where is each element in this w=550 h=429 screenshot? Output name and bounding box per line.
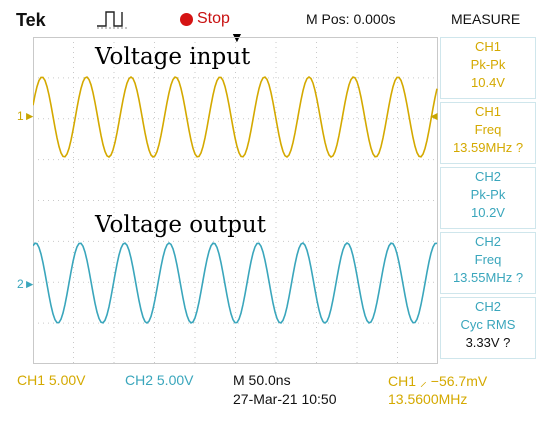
trigger-edge-icon xyxy=(97,11,129,29)
acquisition-status[interactable]: Stop xyxy=(180,10,230,28)
bottom-status-bar: CH1 5.00V CH2 5.00V M 50.0ns 27-Mar-21 1… xyxy=(0,366,550,429)
trigger-frequency: 13.5600MHz xyxy=(388,391,468,407)
meas-channel: CH2 xyxy=(474,169,501,184)
measurement-panel: CH1 Pk-Pk 10.4V CH1 Freq 13.59MHz ? CH2 … xyxy=(438,37,536,364)
measurement-ch1-freq[interactable]: CH1 Freq 13.59MHz ? xyxy=(440,102,536,164)
horizontal-position: M Pos: 0.000s xyxy=(306,11,396,27)
meas-value: 13.59MHz ? xyxy=(452,140,524,155)
meas-channel: CH1 xyxy=(474,39,501,54)
ch2-ground-marker[interactable]: 2► xyxy=(17,277,36,291)
meas-value: 10.4V xyxy=(471,75,505,90)
measurement-ch2-freq[interactable]: CH2 Freq 13.55MHz ? xyxy=(440,232,536,294)
ch2-waveform xyxy=(33,241,438,325)
meas-channel: CH2 xyxy=(474,299,501,314)
meas-type: Freq xyxy=(474,252,502,267)
stop-indicator-icon xyxy=(180,12,193,26)
ch1-ground-marker[interactable]: 1► xyxy=(17,109,36,123)
status-label: Stop xyxy=(197,10,230,27)
meas-type: Freq xyxy=(474,122,502,137)
meas-type: Pk-Pk xyxy=(470,57,506,72)
voltage-output-label: Voltage output xyxy=(95,212,266,238)
waveform-graticule xyxy=(33,37,438,364)
meas-value: 3.33V ? xyxy=(465,335,511,350)
voltage-input-label: Voltage input xyxy=(95,44,251,70)
ch2-vertical-scale: CH2 5.00V xyxy=(125,372,194,388)
measurement-ch2-pkpk[interactable]: CH2 Pk-Pk 10.2V xyxy=(440,167,536,229)
date-time: 27-Mar-21 10:50 xyxy=(233,391,337,407)
meas-value: 10.2V xyxy=(471,205,505,220)
meas-type: Pk-Pk xyxy=(470,187,506,202)
ch1-vertical-scale: CH1 5.00V xyxy=(17,372,86,388)
brand-logo: Tek xyxy=(16,10,46,30)
graticule-grid xyxy=(33,37,438,364)
ch2-marker-label: 2 xyxy=(17,277,24,291)
top-status-bar: Tek Stop M Pos: 0.000s MEASURE xyxy=(0,0,550,38)
measure-menu-title[interactable]: MEASURE xyxy=(451,11,521,27)
meas-type: Cyc RMS xyxy=(460,317,516,332)
meas-channel: CH1 xyxy=(474,104,501,119)
timebase: M 50.0ns xyxy=(233,372,291,388)
ch1-marker-label: 1 xyxy=(17,109,24,123)
meas-channel: CH2 xyxy=(474,234,501,249)
meas-value: 13.55MHz ? xyxy=(452,270,524,285)
trigger-level-arrow-icon: ◄ xyxy=(428,109,440,123)
measurement-ch1-pkpk[interactable]: CH1 Pk-Pk 10.4V xyxy=(440,37,536,99)
graticule-border xyxy=(33,37,438,364)
measurement-ch2-cycrms[interactable]: CH2 Cyc RMS 3.33V ? xyxy=(440,297,536,359)
trigger-setting: CH1 ⸝ −56.7mV xyxy=(388,373,488,389)
ch1-waveform xyxy=(33,75,438,159)
